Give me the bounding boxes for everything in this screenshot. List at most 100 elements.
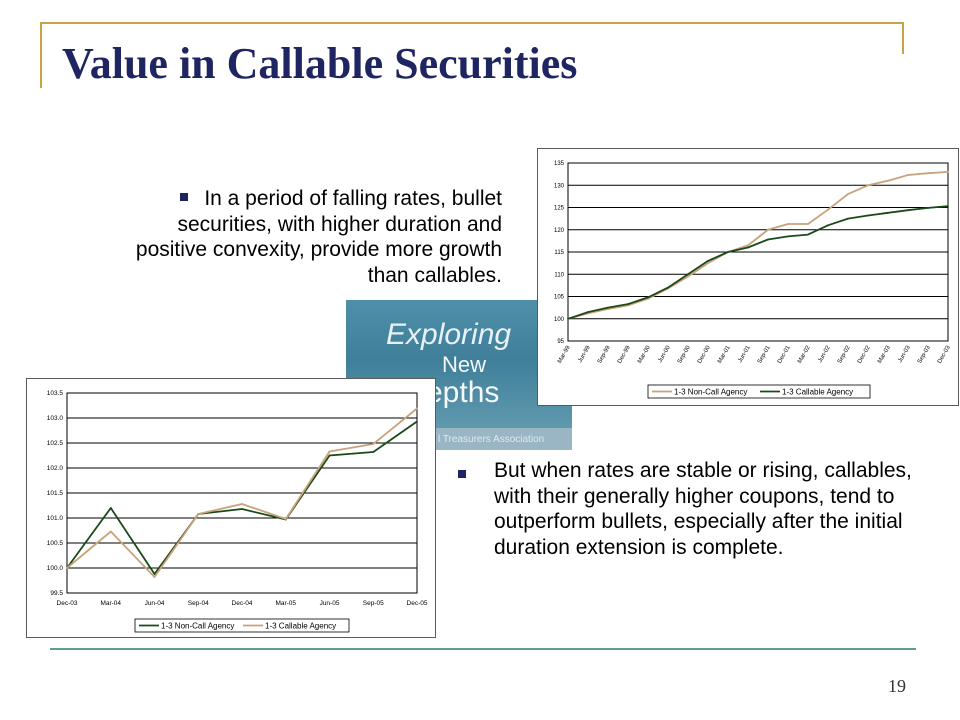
logo-text-1: Exploring [386,318,512,351]
x-tick-label: Mar-03 [877,344,892,364]
x-tick-label: Dec-99 [617,344,632,364]
data-point [927,172,929,175]
legend-label: 1-3 Callable Agency [265,622,336,631]
x-tick-label: Mar-05 [275,600,296,607]
data-point [241,508,243,510]
data-point [807,223,809,225]
y-tick-label: 99.5 [50,590,63,597]
x-tick-label: Jun-00 [657,344,672,363]
logo-footer-text: l Treasurers Association [438,434,545,445]
x-tick-label: Jun-01 [737,344,752,363]
y-tick-label: 120 [554,228,565,234]
data-point [727,251,729,253]
y-tick-label: 125 [554,206,565,212]
y-tick-label: 100.0 [47,565,64,572]
chart-1999-2003: 95 100 105 110 115 120 125 130 135 Mar-99 Jun-99 Se… [537,148,959,406]
data-point [827,224,829,227]
data-point [887,211,889,214]
y-tick-label: 101.0 [47,515,64,522]
data-point [241,503,243,505]
bullet-stable-rates-text: But when rates are stable or rising, cal… [494,459,912,559]
data-point [667,286,669,289]
data-point [372,443,375,445]
legend-label: 1-3 Non-Call Agency [674,388,747,397]
y-tick-label: 110 [554,272,564,278]
y-tick-label: 103.0 [47,415,64,422]
data-point [607,306,609,309]
y-tick-label: 105 [554,295,565,301]
data-point [647,296,649,299]
y-tick-label: 100 [554,317,565,323]
x-tick-label: Mar-02 [797,344,812,364]
data-point [372,451,375,453]
title-frame-left [40,22,42,88]
x-tick-label: Dec-04 [232,600,253,607]
y-tick-label: 95 [557,339,564,345]
data-point [847,217,849,220]
y-tick-label: 115 [554,250,564,256]
y-tick-label: 103.5 [47,390,64,397]
data-point [587,311,589,313]
x-tick-label: Sep-05 [363,600,384,607]
bullet-falling-rates-text: In a period of falling rates, bullet sec… [135,187,502,287]
x-tick-label: Dec-00 [697,344,712,364]
data-point [416,407,418,410]
logo-text-2: New [442,352,487,377]
x-tick-label: Jun-03 [897,344,912,363]
series-line [567,205,949,320]
x-tick-label: Jun-99 [577,344,592,363]
data-point [867,184,869,187]
logo-text-3: epths [426,376,500,409]
data-point [847,193,849,196]
legend-box [647,384,871,399]
x-tick-label: Jun-05 [320,600,340,607]
x-tick-label: Sep-02 [837,344,852,364]
x-tick-label: Dec-03 [57,600,78,607]
x-tick-label: Dec-01 [777,344,792,364]
slide-number: 19 [888,676,906,696]
x-tick-label: Dec-02 [857,344,872,364]
legend-label: 1-3 Non-Call Agency [161,622,234,631]
title-frame-right [902,22,904,54]
y-tick-label: 102.0 [47,465,64,472]
chart-2003-2005: 99.5 100.0 100.5 101.0 101.5 102.0 102.5 103.0 1… [26,378,436,638]
data-point [747,246,749,249]
bullet-square-icon [458,470,466,478]
data-point [197,513,200,515]
data-point [687,273,689,276]
data-point [867,214,869,217]
x-tick-label: Sep-03 [917,344,932,364]
data-point [328,454,331,457]
legend-box [134,618,350,633]
slide-title: Value in Callable Securities [62,39,578,88]
data-point [66,567,68,569]
y-tick-label: 102.5 [47,440,64,447]
data-point [787,235,789,238]
bullet-square-icon [180,193,189,202]
x-tick-label: Sep-01 [757,344,772,364]
x-tick-label: Sep-00 [677,344,692,364]
data-point [687,275,689,278]
data-point [153,573,156,575]
data-point [328,450,331,453]
footer-rule [50,648,916,650]
legend-label: 1-3 Callable Agency [782,388,853,397]
y-tick-label: 100.5 [47,540,64,547]
legend: 1-3 Non-Call Agency 1-3 Callable Agency [647,384,871,399]
data-point [767,238,769,241]
data-point [567,317,569,320]
x-tick-label: Jun-02 [817,344,832,363]
chart-2003-2005-svg: 99.5 100.0 100.5 101.0 101.5 102.0 102.5 103.0 1… [47,390,428,633]
data-point [907,174,909,176]
data-point [787,223,789,225]
data-point [627,303,629,305]
bullet-stable-rates: But when rates are stable or rising, cal… [452,458,922,560]
chart-1999-2003-svg: 95 100 105 110 115 120 125 130 135 Mar-99 Jun-99 Se… [554,161,952,399]
y-tick-label: 135 [554,161,565,167]
data-point [707,262,709,265]
data-point [807,233,809,236]
data-point [284,518,287,520]
x-tick-label: Mar-00 [637,344,652,364]
data-point [747,244,749,247]
series-line [567,171,949,320]
